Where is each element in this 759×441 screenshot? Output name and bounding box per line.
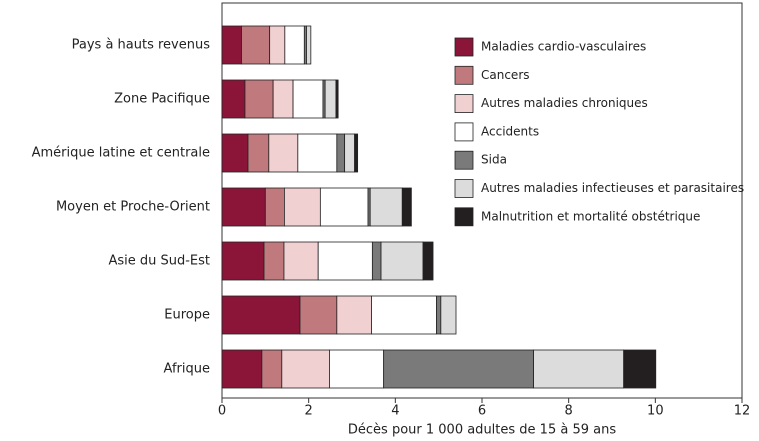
y-tick-label: Europe — [164, 308, 210, 323]
bar-segment — [324, 79, 337, 119]
y-tick-label: Zone Pacifique — [114, 92, 210, 107]
bar-segment — [344, 133, 355, 173]
bar-segment — [380, 241, 424, 281]
bar-segment — [244, 79, 274, 119]
bar-segment — [247, 133, 270, 173]
legend-swatch — [454, 207, 474, 227]
bar-segment — [221, 25, 242, 65]
legend-swatch — [454, 150, 474, 170]
bar-segment — [383, 349, 534, 389]
bar-segment — [281, 349, 330, 389]
bar-segment — [401, 187, 412, 227]
bar-segment — [319, 187, 369, 227]
bar-segment — [354, 133, 359, 173]
bar-segment — [221, 295, 301, 335]
x-tick-label: 10 — [647, 404, 664, 419]
legend-label: Autres maladies chroniques — [481, 96, 648, 110]
legend-swatch — [454, 94, 474, 113]
bar-segment — [268, 133, 299, 173]
bar-segment — [221, 349, 263, 389]
bar-segment — [283, 187, 321, 227]
bar-segment — [292, 79, 324, 119]
legend-label: Accidents — [481, 124, 539, 138]
bar-segment — [264, 187, 285, 227]
bar-segment — [241, 25, 271, 65]
y-tick-label: Amérique latine et centrale — [32, 146, 210, 161]
bar-segment — [221, 79, 246, 119]
legend-swatch — [454, 122, 474, 142]
y-tick-label: Afrique — [164, 362, 210, 377]
bar-segment — [306, 25, 312, 65]
x-tick-label: 8 — [565, 404, 573, 419]
bar-segment — [335, 79, 339, 119]
legend-label: Maladies cardio-vasculaires — [481, 40, 646, 54]
bar-segment — [371, 295, 437, 335]
legend-label: Cancers — [481, 68, 530, 82]
bar-segment — [329, 349, 385, 389]
legend-swatch — [454, 179, 474, 198]
bar-segment — [297, 133, 338, 173]
y-tick-label: Asie du Sud-Est — [108, 254, 210, 269]
bar-segment — [336, 295, 372, 335]
bar-segment — [623, 349, 657, 389]
x-tick-label: 6 — [478, 404, 486, 419]
bar-segment — [284, 25, 305, 65]
legend-label: Autres maladies infectieuses et parasita… — [481, 181, 744, 195]
x-tick-label: 12 — [734, 404, 751, 419]
x-tick-label: 2 — [305, 404, 313, 419]
bar-segment — [299, 295, 338, 335]
legend-label: Malnutrition et mortalité obstétrique — [481, 209, 700, 223]
bar-segment — [440, 295, 457, 335]
bar-segment — [261, 349, 283, 389]
bar-segment — [317, 241, 373, 281]
bar-segment — [336, 133, 346, 173]
bar-segment — [283, 241, 319, 281]
bar-segment — [533, 349, 625, 389]
y-tick-label: Pays à hauts revenus — [72, 38, 211, 53]
bar-segment — [369, 187, 403, 227]
x-tick-label: 0 — [218, 404, 226, 419]
bar-segment — [263, 241, 285, 281]
bar-segment — [272, 79, 294, 119]
legend-swatch — [454, 65, 474, 85]
legend-swatch — [454, 37, 474, 57]
bar-segment — [436, 295, 442, 335]
x-axis-title: Décès pour 1 000 adultes de 15 à 59 ans — [348, 423, 616, 438]
bar-segment — [221, 133, 249, 173]
bar-segment — [269, 25, 286, 65]
bar-segment — [221, 187, 266, 227]
bar-segment — [221, 241, 265, 281]
bar-segment — [422, 241, 434, 281]
x-tick-label: 4 — [391, 404, 399, 419]
y-tick-label: Moyen et Proche-Orient — [56, 200, 210, 215]
bar-segment — [371, 241, 382, 281]
legend-label: Sida — [481, 153, 507, 167]
